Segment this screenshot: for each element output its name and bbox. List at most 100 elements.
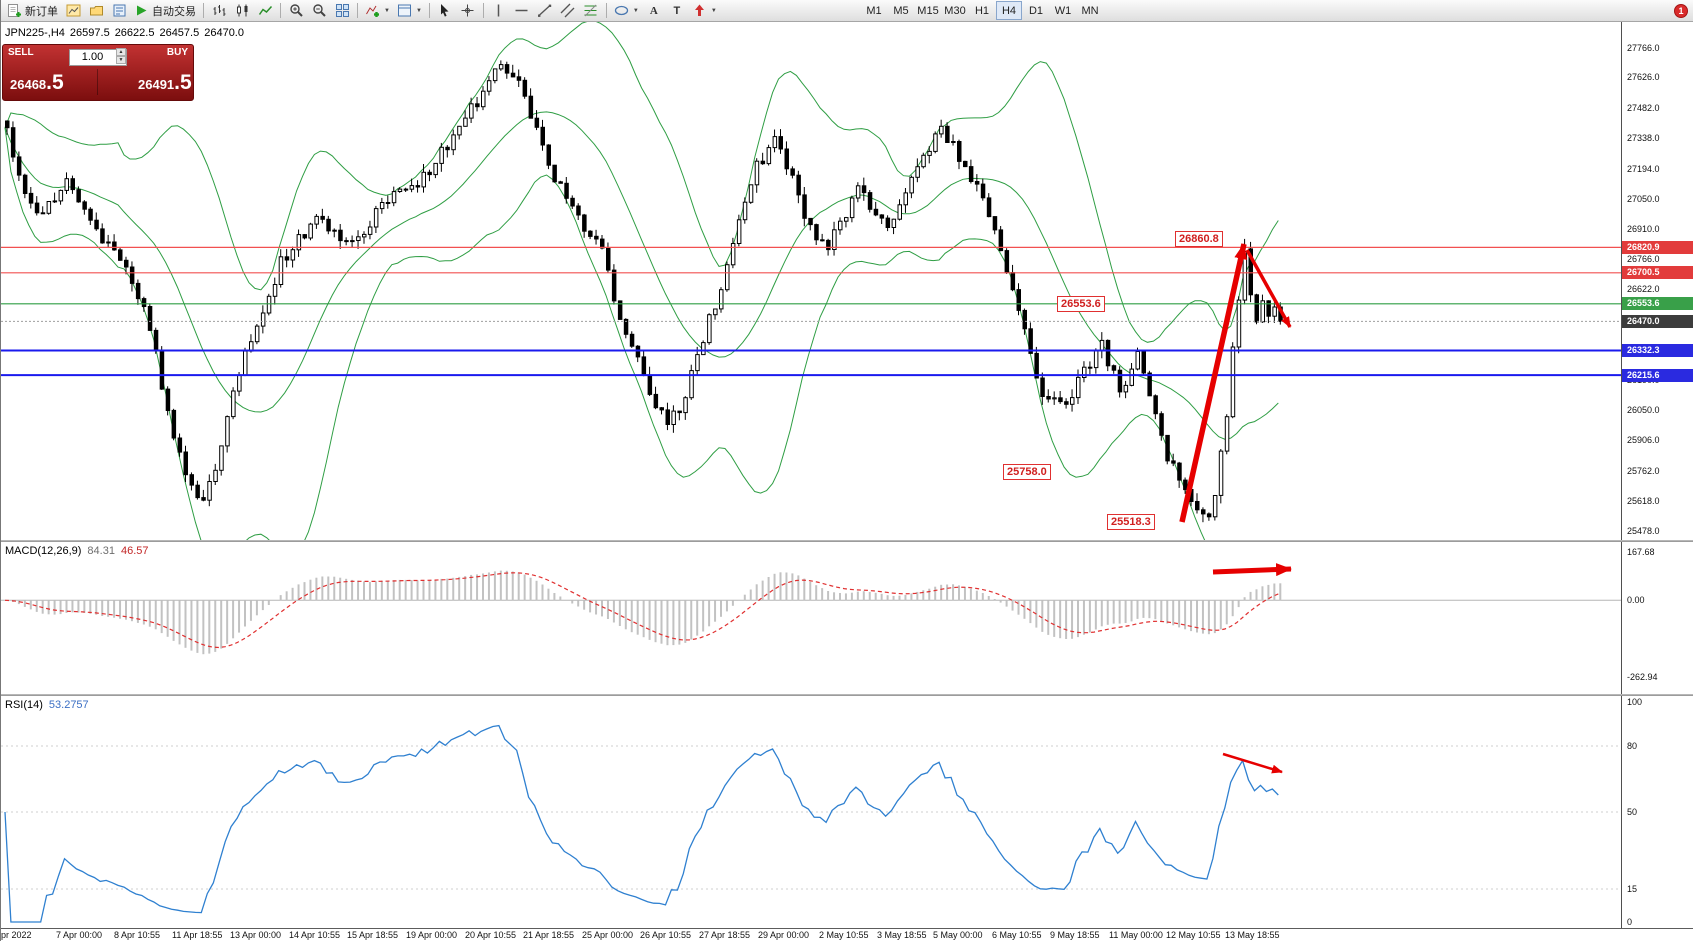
candle-body (344, 240, 349, 243)
volume-input[interactable] (69, 48, 127, 66)
candle-body (88, 208, 93, 221)
macd-canvas[interactable] (1, 542, 1621, 694)
macd-title: MACD(12,26,9) (5, 545, 82, 557)
zoom-in-button[interactable] (285, 1, 307, 21)
candle-body (516, 76, 522, 81)
timeframe-w1-button[interactable]: W1 (1050, 1, 1076, 20)
text-button[interactable]: A (643, 1, 665, 21)
candle-body (118, 249, 123, 261)
time-axis-label: 27 Apr 18:55 (699, 930, 751, 940)
candle-body (552, 164, 557, 183)
candle-body (373, 208, 379, 228)
price-annotation-label: 26860.8 (1175, 230, 1223, 247)
vertical-line-button[interactable] (488, 1, 510, 21)
candle-body (1004, 250, 1010, 274)
volume-decrease-button[interactable]: ▼ (116, 56, 126, 64)
timeframe-m1-button[interactable]: M1 (861, 1, 887, 20)
notification-badge[interactable]: 1 (1674, 4, 1688, 18)
rsi-value: 53.2757 (48, 699, 89, 711)
candle-body (1046, 396, 1051, 400)
macd-axis[interactable]: 167.68 0.00 -262.94 (1621, 542, 1693, 694)
candle-body (915, 166, 920, 178)
candle-body (1183, 479, 1188, 491)
time-axis[interactable]: pr 2022 7 Apr 00:00 8 Apr 10:55 11 Apr 18:5… (1, 928, 1693, 941)
indicators-button[interactable]: ▼ (362, 1, 393, 21)
candle-body (153, 329, 159, 351)
timeframe-m5-button[interactable]: M5 (888, 1, 914, 20)
crosshair-button[interactable] (457, 1, 479, 21)
equidistant-channel-button[interactable] (557, 1, 579, 21)
candle-body (463, 117, 468, 127)
profiles-button[interactable] (85, 1, 107, 21)
trend-arrow[interactable] (1212, 563, 1292, 577)
candle-body (1022, 309, 1027, 330)
candle-body (707, 314, 712, 344)
candle-body (867, 192, 873, 210)
timeframe-h4-button[interactable]: H4 (996, 1, 1022, 20)
trend-arrow[interactable] (1179, 243, 1248, 523)
candle-body (849, 197, 855, 219)
candle-body (570, 197, 575, 207)
price-axis-box: 26700.5 (1622, 266, 1693, 280)
zoom-out-button[interactable] (308, 1, 330, 21)
rsi-axis-label: 100 (1627, 697, 1643, 707)
candlestick-chart-button[interactable] (231, 1, 253, 21)
horizontal-line-button[interactable] (511, 1, 533, 21)
trend-arrow[interactable] (1222, 752, 1283, 774)
autotrading-button[interactable]: 自动交易 (131, 1, 199, 21)
rsi-axis[interactable]: 100 80 50 15 0 (1621, 696, 1693, 928)
panel-separator[interactable] (1, 540, 1693, 542)
price-chart-canvas[interactable] (1, 22, 1621, 540)
candle-body (754, 160, 760, 186)
arrows-button[interactable]: ▼ (689, 1, 720, 21)
candle-body (951, 141, 956, 143)
text-label-button[interactable]: T (666, 1, 688, 21)
candle-body (391, 191, 397, 204)
main-toolbar: 新订单 自动交易 (1, 0, 1693, 22)
candle-body (778, 136, 783, 150)
line-chart-button[interactable] (254, 1, 276, 21)
price-axis[interactable]: 27766.0 27626.0 27482.0 27338.0 27194.0 27050… (1621, 22, 1693, 540)
candle-body (225, 416, 230, 447)
new-order-button[interactable]: 新订单 (4, 1, 61, 21)
tile-windows-button[interactable] (331, 1, 353, 21)
timeframe-m15-button[interactable]: M15 (915, 1, 941, 20)
candle-body (165, 388, 171, 412)
trendline-button[interactable] (534, 1, 556, 21)
candle-body (433, 162, 438, 176)
rsi-canvas[interactable] (1, 696, 1621, 928)
templates-button[interactable]: ▼ (394, 1, 425, 21)
rsi-axis-label: 50 (1627, 807, 1638, 817)
candle-body (94, 219, 99, 230)
timeframe-m30-button[interactable]: M30 (942, 1, 968, 20)
price-axis-box: 26332.3 (1622, 343, 1693, 357)
sell-button[interactable]: SELL 26468.5 (3, 45, 67, 100)
timeframe-mn-button[interactable]: MN (1077, 1, 1103, 20)
bar-chart-button[interactable] (208, 1, 230, 21)
rsi-title: RSI(14) (5, 699, 43, 711)
time-axis-label: 13 May 18:55 (1225, 930, 1280, 940)
cursor-button[interactable] (434, 1, 456, 21)
timeframe-d1-button[interactable]: D1 (1023, 1, 1049, 20)
candle-body (974, 181, 980, 185)
price-axis-box: 26215.6 (1622, 368, 1693, 382)
timeframe-h1-button[interactable]: H1 (969, 1, 995, 20)
panel-separator[interactable] (1, 694, 1693, 696)
fibonacci-button[interactable] (580, 1, 602, 21)
candle-body (986, 197, 992, 218)
volume-increase-button[interactable]: ▲ (116, 48, 126, 56)
market-watch-button[interactable] (108, 1, 130, 21)
trend-arrow[interactable] (1245, 249, 1292, 328)
new-chart-button[interactable] (62, 1, 84, 21)
candle-body (1099, 339, 1105, 352)
candle-body (231, 390, 236, 418)
candle-body (492, 68, 498, 82)
candle-body (528, 95, 534, 119)
candle-body (784, 148, 789, 170)
price-axis-box: 26553.6 (1622, 297, 1693, 311)
rsi-line (4, 724, 1279, 923)
buy-button[interactable]: BUY 26491.5 (129, 45, 193, 100)
shapes-button[interactable]: ▼ (611, 1, 642, 21)
candle-body (772, 136, 778, 149)
candle-body (469, 103, 474, 119)
